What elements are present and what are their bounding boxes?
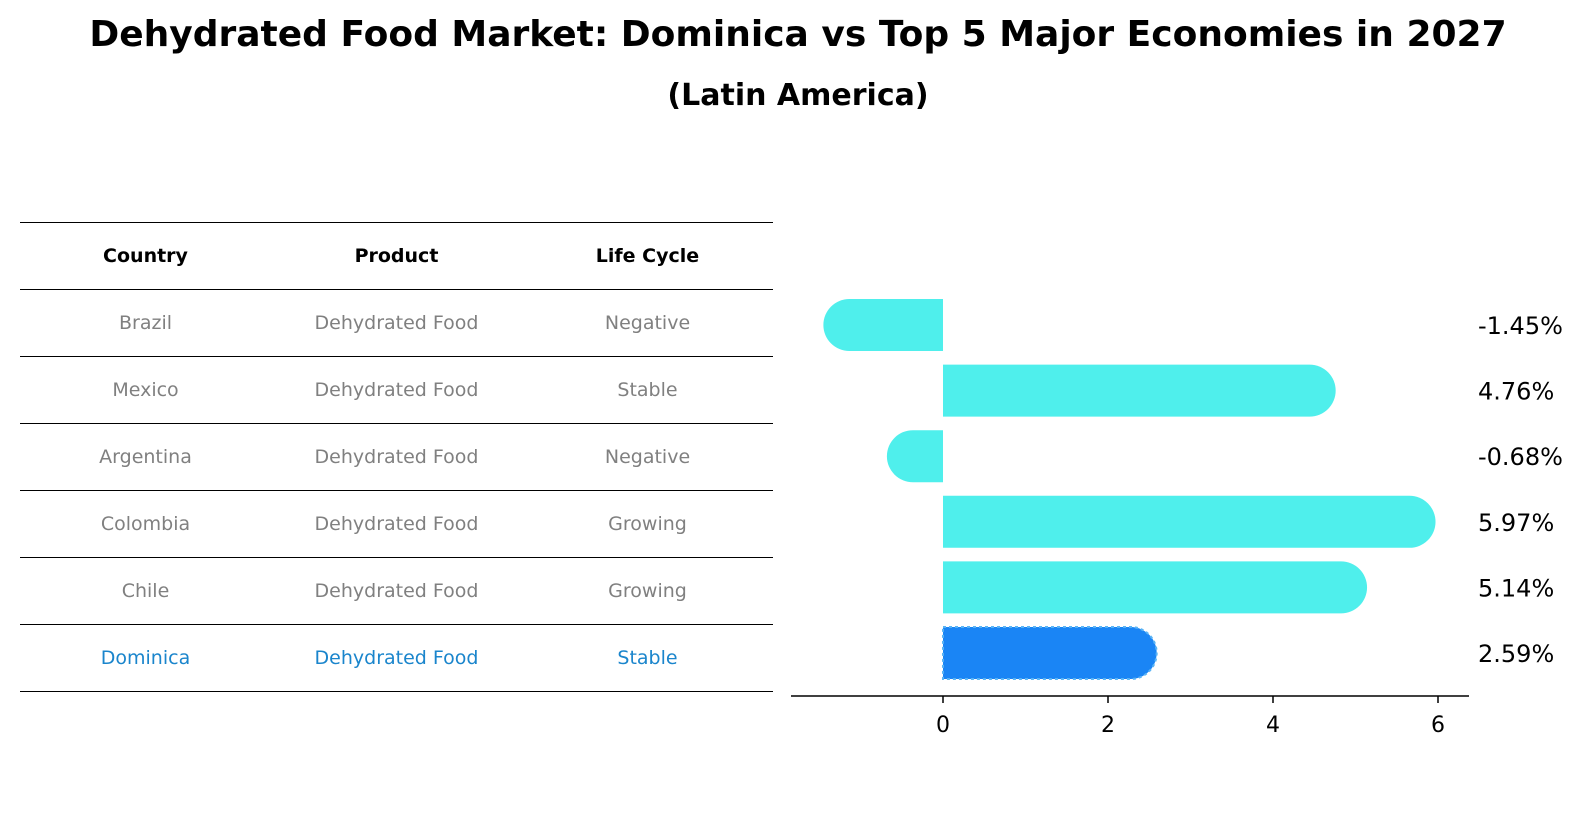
life-cycle-cell: Growing [608,580,687,602]
country-cell: Dominica [100,647,191,669]
product-cell: Dehydrated Food [314,580,479,602]
column-header-country: Country [103,245,188,267]
bar-brazil [823,299,943,351]
product-cell: Dehydrated Food [314,446,479,468]
product-cell: Dehydrated Food [314,379,479,401]
market-table: Country Product Life Cycle Brazil Dehydr… [20,222,773,692]
x-tick-label: 2 [1101,713,1115,738]
product-cell: Dehydrated Food [314,312,479,334]
life-cycle-cell: Stable [617,647,678,669]
column-header-life-cycle: Life Cycle [595,245,700,267]
x-tick-label: 6 [1431,713,1445,738]
life-cycle-cell: Negative [604,446,691,468]
bar-group [823,299,1436,680]
value-label-argentina: -0.68% [1478,443,1563,471]
life-cycle-cell: Stable [617,379,678,401]
table-row: Chile Dehydrated Food Growing [20,557,773,624]
value-label-chile: 5.14% [1478,574,1554,602]
product-cell: Dehydrated Food [314,513,479,535]
table-row: Argentina Dehydrated Food Negative [20,423,773,490]
life-cycle-cell: Growing [608,513,687,535]
table-row-highlighted: Dominica Dehydrated Food Stable [20,624,773,692]
country-cell: Colombia [100,513,191,535]
country-cell: Argentina [99,446,192,468]
country-cell: Brazil [118,312,173,334]
value-label-colombia: 5.97% [1478,509,1554,537]
value-labels: -1.45% 4.76% -0.68% 5.97% 5.14% 2.59% [1478,312,1563,668]
table-row: Mexico Dehydrated Food Stable [20,356,773,423]
x-axis-ticks: 0 2 4 6 [936,696,1445,738]
x-tick-label: 0 [936,713,950,738]
country-cell: Mexico [112,379,179,401]
table-row: Colombia Dehydrated Food Growing [20,490,773,557]
chart-subtitle: (Latin America) [667,78,929,113]
bar-argentina [886,430,943,483]
x-tick-label: 4 [1266,713,1280,738]
value-label-mexico: 4.76% [1478,378,1554,406]
bar-chile [943,561,1368,614]
country-cell: Chile [121,580,170,602]
table-header-row: Country Product Life Cycle [20,222,773,289]
product-cell: Dehydrated Food [314,647,479,669]
table-row: Brazil Dehydrated Food Negative [20,289,773,356]
value-label-dominica: 2.59% [1478,640,1554,668]
life-cycle-cell: Negative [604,312,691,334]
chart-title: Dehydrated Food Market: Dominica vs Top … [89,14,1507,55]
column-header-product: Product [354,245,439,267]
bar-mexico [943,364,1336,417]
bar-colombia [943,495,1436,548]
bar-dominica [942,626,1158,680]
value-label-brazil: -1.45% [1478,312,1563,340]
